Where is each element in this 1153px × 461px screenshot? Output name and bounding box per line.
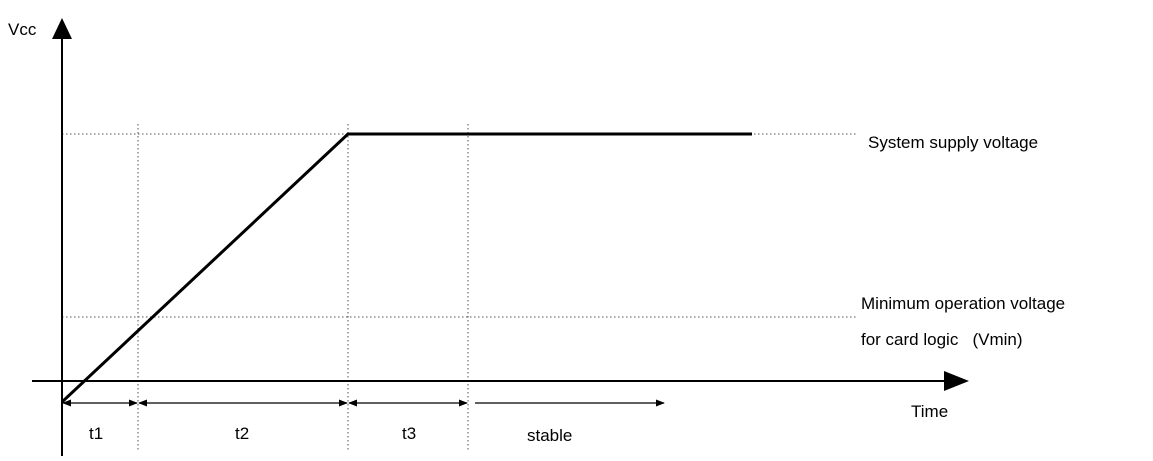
y-axis-arrowhead [52,18,72,39]
y-axis-label: Vcc [8,20,37,39]
vmin-label-line1: Minimum operation voltage [861,294,1065,313]
x-axis-label: Time [911,402,948,421]
t2-label: t2 [235,424,249,443]
vcc-ramp-curve [60,132,752,404]
t1-label: t1 [89,424,103,443]
x-axis-arrowhead [944,371,969,391]
t3-label: t3 [402,424,416,443]
vmin-label-line2: for card logic (Vmin) [861,330,1023,349]
axes [32,34,948,456]
guide-lines [62,124,858,450]
stable-label: stable [527,426,572,445]
system-voltage-label: System supply voltage [868,133,1038,152]
